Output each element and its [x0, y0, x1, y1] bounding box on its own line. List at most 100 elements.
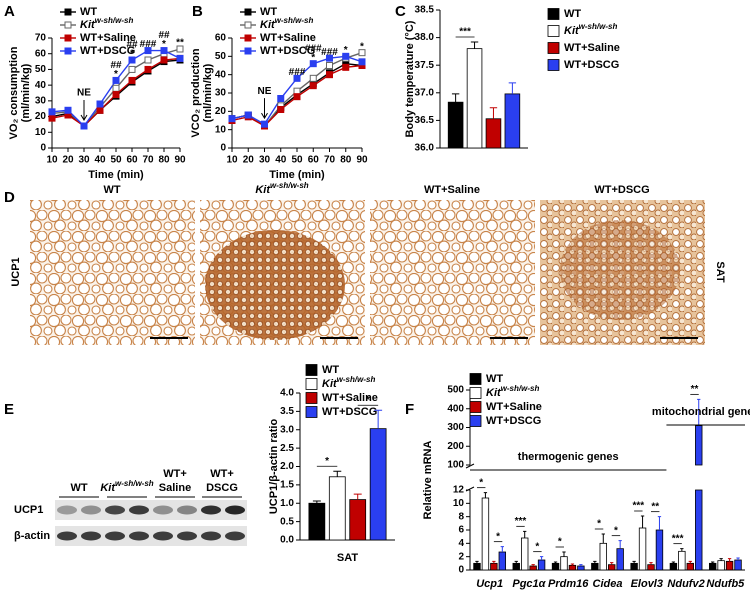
point-marker: [64, 106, 72, 114]
legend-marker: [244, 47, 252, 55]
bar: [466, 48, 483, 149]
x-tick-label: 70: [142, 155, 154, 166]
bar: [678, 550, 686, 571]
point-marker: [293, 93, 301, 101]
error-bar: [593, 560, 597, 564]
lane-label-text: WT+: [163, 468, 187, 480]
y-tick-label: 50: [35, 64, 47, 75]
bar: [577, 565, 585, 571]
lane-label-text: Saline: [159, 482, 191, 494]
error-bar: [333, 470, 342, 477]
legend-label-superscript: w-sh/w-sh: [95, 16, 134, 25]
micrograph-title-base: WT: [103, 184, 120, 196]
y-tick-label: 2.0: [280, 461, 294, 472]
error-bar: [579, 564, 583, 566]
bar: [447, 101, 464, 149]
x-tick-label: 40: [94, 155, 106, 166]
blot-band: [225, 531, 245, 541]
significance-label: *: [325, 456, 329, 467]
legend-label: WT: [564, 8, 581, 20]
event-arrow: [261, 98, 268, 120]
legend-label-base: WT+DSCG: [564, 59, 619, 71]
legend-label: WT+Saline: [260, 32, 316, 44]
point-marker: [309, 82, 317, 90]
legend-swatch: [305, 392, 318, 404]
error-bar: [492, 560, 496, 564]
legend-label-base: Kit: [564, 25, 580, 37]
error-bar: [514, 560, 518, 564]
error-bar: [632, 560, 636, 564]
error-bar: [451, 93, 460, 103]
y-tick-label: 500: [447, 385, 464, 396]
bar: [498, 551, 507, 571]
error-bar: [553, 561, 558, 564]
legend-label: WT: [260, 6, 277, 18]
legend-label-base: WT+Saline: [80, 32, 136, 44]
x-axis-label: Time (min): [88, 169, 144, 181]
point-marker: [293, 74, 301, 82]
error-bar: [483, 492, 488, 498]
y-tick-label: 36.5: [415, 115, 435, 126]
legend-label-base: WT+Saline: [564, 42, 620, 54]
x-tick-label: SAT: [337, 552, 358, 564]
point-marker: [144, 56, 152, 64]
group-label: thermogenic genes: [518, 451, 619, 463]
point-marker: [261, 120, 268, 128]
blot-band: [225, 505, 245, 515]
point-marker: [96, 106, 104, 114]
bar: [369, 428, 387, 541]
micrograph-dense-region: [205, 230, 345, 340]
legend-swatch: [547, 25, 560, 37]
y-tick-label: 2.5: [280, 443, 294, 454]
y-tick-label: 400: [447, 403, 464, 414]
legend-label: WT+DSCG: [80, 45, 135, 57]
significance-label: **: [176, 38, 184, 49]
legend-label: WT: [322, 364, 339, 376]
legend-marker: [64, 34, 72, 42]
x-tick-label: 20: [62, 155, 74, 166]
point-marker: [277, 95, 285, 102]
bar: [512, 562, 520, 571]
error-bar: [531, 564, 535, 566]
x-tick-label: 20: [243, 155, 255, 166]
x-tick-label: Elovl3: [631, 578, 663, 590]
lane-label: WT+: [163, 468, 187, 480]
x-tick-label: 90: [356, 155, 368, 166]
axes: [469, 490, 745, 571]
legend-label: WT: [80, 6, 97, 18]
x-tick-label: Prdm16: [548, 578, 589, 590]
stain-label: UCP1: [10, 257, 22, 286]
x-tick-label: 90: [174, 155, 186, 166]
bar: [560, 556, 568, 571]
bar-upper: [695, 425, 703, 466]
blot-strip: [55, 526, 247, 546]
significance-label: *: [162, 39, 166, 50]
legend-label-base: Kit: [260, 19, 276, 31]
y-tick-label: 3.5: [280, 406, 294, 417]
x-tick-label: Ucp1: [476, 578, 503, 590]
significance-label: ##: [126, 40, 138, 51]
x-tick-label: 80: [158, 155, 170, 166]
micrograph: [370, 200, 535, 345]
micrograph-title: WT+DSCG: [594, 184, 649, 196]
bar: [630, 562, 638, 571]
legend-label-base: WT+DSCG: [322, 406, 377, 418]
x-tick-label: 50: [110, 155, 122, 166]
significance-label: *: [311, 52, 315, 63]
error-bar: [610, 562, 614, 565]
lane-label-text: WT+: [210, 468, 234, 480]
bar: [655, 529, 664, 571]
legend-label-base: WT+DSCG: [486, 415, 541, 427]
y-tick-label: 10: [453, 498, 465, 509]
y-tick-label: 38.0: [415, 32, 435, 43]
bar: [591, 562, 599, 571]
significance-label: *: [360, 41, 364, 52]
bar: [473, 562, 481, 571]
y-tick-label: 0: [220, 143, 226, 154]
panel-letter: A: [4, 3, 15, 20]
y-tick-label: 6: [458, 525, 464, 536]
legend-label: WT+DSCG: [486, 415, 541, 427]
point-marker: [160, 56, 168, 64]
blot-band: [153, 531, 173, 541]
significance-label: **: [651, 501, 659, 512]
